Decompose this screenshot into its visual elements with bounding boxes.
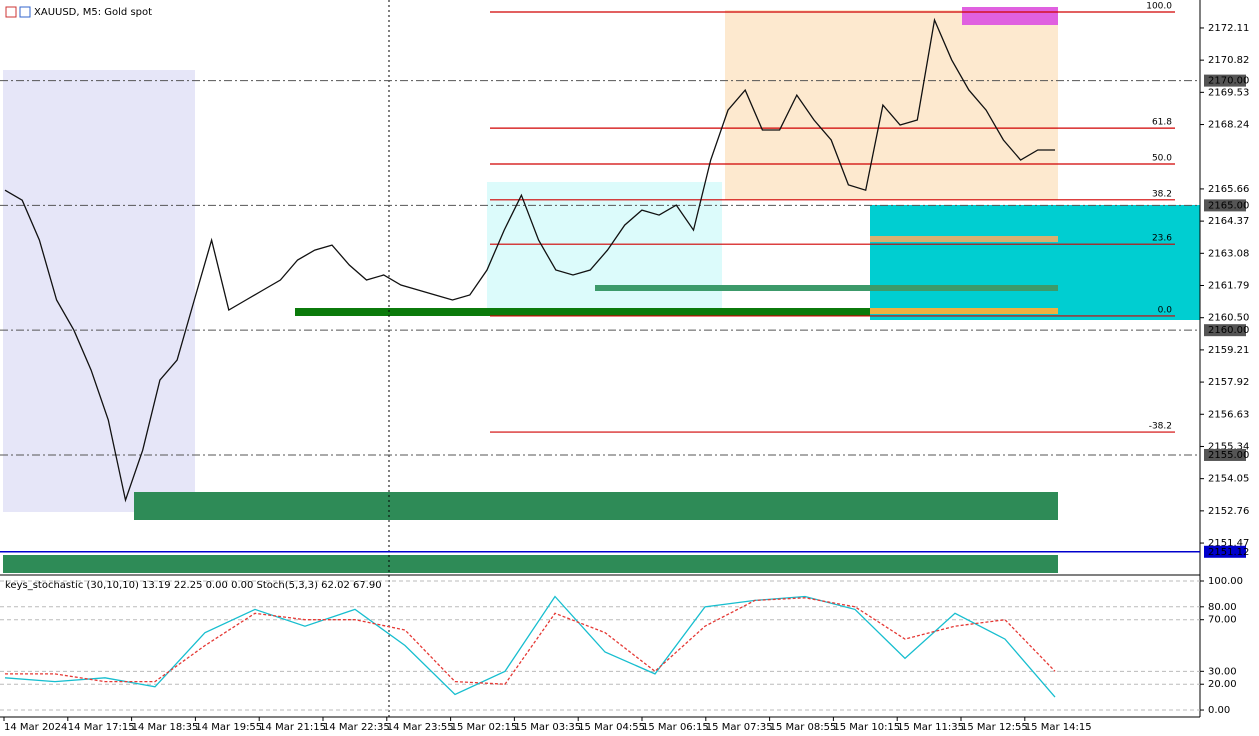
y-tick-label: 2157.92	[1208, 377, 1249, 388]
zone	[295, 308, 870, 316]
y-tick-label: 2164.37	[1208, 216, 1249, 227]
x-tick-label: 14 Mar 17:15	[68, 722, 135, 733]
zone	[725, 10, 1058, 200]
icon	[5, 6, 17, 18]
stoch-line	[5, 597, 1056, 685]
y-tick-label: 2168.24	[1208, 120, 1249, 131]
x-tick-label: 15 Mar 06:15	[642, 722, 709, 733]
fib-label: 23.6	[1152, 234, 1172, 244]
y-tick-label: 2172.11	[1208, 23, 1249, 34]
y-tick-label: 2151.47	[1208, 538, 1249, 549]
y-tick-label: 2155.34	[1208, 441, 1249, 452]
y-tick-label: 2169.53	[1208, 87, 1249, 98]
x-tick-label: 14 Mar 2024	[4, 722, 67, 733]
x-tick-label: 15 Mar 12:55	[961, 722, 1028, 733]
y-tick-label: 0.00	[1208, 705, 1230, 716]
zone	[134, 492, 1058, 520]
x-tick-label: 15 Mar 11:35	[897, 722, 964, 733]
price-label-box	[1204, 74, 1246, 87]
price-label: 2165.00	[1208, 200, 1249, 211]
price-label: 2155.00	[1208, 450, 1249, 461]
indicator-title: keys_stochastic (30,10,10) 13.19 22.25 0…	[5, 580, 382, 591]
y-tick-label: 2163.08	[1208, 248, 1249, 259]
price-label: 2160.00	[1208, 325, 1249, 336]
y-tick-label: 2161.79	[1208, 281, 1249, 292]
y-tick-label: 100.00	[1208, 576, 1243, 587]
price-label-box	[1204, 199, 1246, 212]
price-label: 2151.12	[1208, 547, 1249, 558]
x-tick-label: 15 Mar 02:15	[451, 722, 518, 733]
y-tick-label: 2160.50	[1208, 313, 1249, 324]
y-tick-label: 2165.66	[1208, 184, 1249, 195]
x-tick-label: 15 Mar 04:55	[578, 722, 645, 733]
x-tick-label: 14 Mar 21:15	[259, 722, 326, 733]
x-tick-label: 15 Mar 03:35	[514, 722, 581, 733]
x-tick-label: 14 Mar 18:35	[132, 722, 199, 733]
x-tick-label: 15 Mar 10:15	[833, 722, 900, 733]
x-tick-label: 15 Mar 07:35	[706, 722, 773, 733]
icon	[19, 6, 31, 18]
zone	[3, 70, 195, 512]
price-line	[4, 17, 1055, 503]
zone	[870, 308, 1058, 314]
y-tick-label: 2159.21	[1208, 345, 1249, 356]
zone	[870, 205, 1200, 320]
stoch-line	[4, 595, 1056, 698]
x-tick-label: 15 Mar 08:55	[770, 722, 837, 733]
price-label-box	[1204, 324, 1246, 337]
y-tick-label: 2170.82	[1208, 55, 1249, 66]
y-tick-label: 70.00	[1208, 615, 1237, 626]
zone	[487, 182, 722, 316]
volume-band	[3, 555, 1058, 573]
zone	[962, 7, 1058, 25]
y-tick-label: 2152.76	[1208, 506, 1249, 517]
y-tick-label: 20.00	[1208, 679, 1237, 690]
fib-label: -38.2	[1149, 422, 1172, 432]
zone	[595, 285, 1058, 291]
chart-title: XAUUSD, M5: Gold spot	[34, 7, 152, 18]
y-tick-label: 30.00	[1208, 666, 1237, 677]
x-tick-label: 14 Mar 22:35	[323, 722, 390, 733]
price-label-box	[1204, 545, 1246, 558]
y-tick-label: 80.00	[1208, 602, 1237, 613]
fib-label: 50.0	[1152, 153, 1172, 163]
price-label: 2170.00	[1208, 76, 1249, 87]
x-tick-label: 15 Mar 14:15	[1025, 722, 1092, 733]
y-tick-label: 2154.05	[1208, 474, 1249, 485]
fib-label: 38.2	[1152, 189, 1172, 199]
fib-label: 100.0	[1146, 1, 1172, 11]
x-tick-label: 14 Mar 23:55	[387, 722, 454, 733]
fib-label: 0.0	[1158, 305, 1173, 315]
price-label-box	[1204, 448, 1246, 461]
zone	[870, 236, 1058, 242]
fib-label: 61.8	[1152, 118, 1172, 128]
x-tick-label: 14 Mar 19:55	[195, 722, 262, 733]
y-tick-label: 2156.63	[1208, 409, 1249, 420]
